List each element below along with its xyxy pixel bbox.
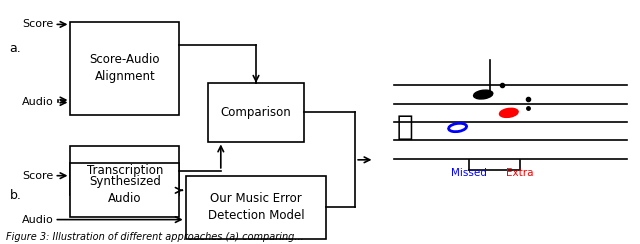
Ellipse shape — [474, 90, 493, 99]
Text: Transcription: Transcription — [86, 164, 163, 177]
Ellipse shape — [500, 109, 518, 117]
FancyBboxPatch shape — [208, 83, 304, 142]
FancyBboxPatch shape — [70, 22, 179, 115]
Text: Score: Score — [22, 171, 54, 181]
Text: Figure 3: Illustration of different approaches (a) comparing...: Figure 3: Illustration of different appr… — [6, 232, 304, 242]
FancyBboxPatch shape — [70, 163, 179, 217]
Text: b.: b. — [10, 189, 22, 202]
Text: Audio: Audio — [22, 215, 54, 224]
Text: Audio: Audio — [22, 98, 54, 107]
FancyBboxPatch shape — [186, 176, 326, 239]
Text: 𝄞: 𝄞 — [397, 113, 413, 142]
Text: Score-Audio
Alignment: Score-Audio Alignment — [90, 53, 160, 83]
Text: Score: Score — [22, 20, 54, 29]
Text: Our Music Error
Detection Model: Our Music Error Detection Model — [208, 193, 304, 222]
Text: Extra: Extra — [506, 168, 533, 178]
Text: a.: a. — [10, 42, 21, 55]
Text: Comparison: Comparison — [221, 106, 291, 119]
Text: Synthesized
Audio: Synthesized Audio — [89, 175, 161, 205]
Text: Missed: Missed — [451, 168, 487, 178]
FancyBboxPatch shape — [70, 146, 179, 195]
